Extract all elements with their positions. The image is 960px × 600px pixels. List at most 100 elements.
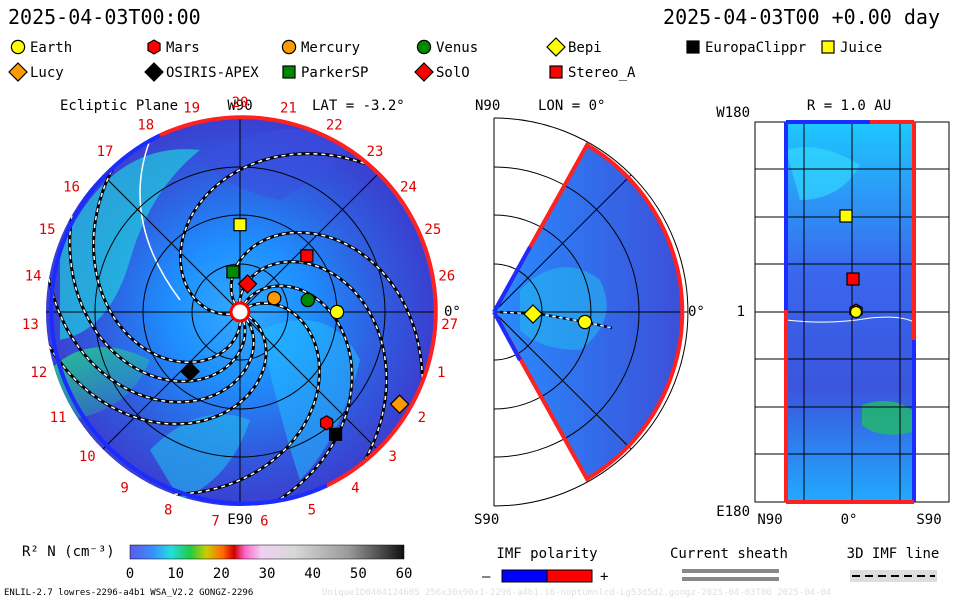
meridional-marker-bepi xyxy=(523,304,543,324)
carrington-tick-1: 1 xyxy=(437,365,445,381)
colorbar-tick-60: 60 xyxy=(396,566,413,582)
colorbar-ticks: 0 10 20 30 40 50 60 xyxy=(126,566,413,582)
ecliptic-bottom-label: E90 xyxy=(227,512,252,528)
carrington-tick-23: 23 xyxy=(367,144,384,160)
legend-marker-mars xyxy=(147,39,161,55)
imf-polarity-pos-swatch xyxy=(546,569,593,583)
carrington-tick-18: 18 xyxy=(137,117,154,133)
carrington-tick-17: 17 xyxy=(97,144,114,160)
legend-label-venus: Venus xyxy=(436,40,478,56)
legend-marker-mercury xyxy=(281,39,297,55)
legend-marker-osiris-apex xyxy=(144,62,164,82)
carrington-tick-4: 4 xyxy=(351,480,359,496)
imf-line-title: 3D IMF line xyxy=(847,546,940,562)
ecliptic-marker-osiris-apex xyxy=(180,361,200,382)
legend-label-bepi: Bepi xyxy=(568,40,602,56)
legend-marker-earth xyxy=(10,39,26,55)
colorbar-tick-0: 0 xyxy=(126,566,134,582)
ecliptic-spacecraft-markers xyxy=(180,218,410,441)
carrington-tick-12: 12 xyxy=(30,365,47,381)
imf-polarity-neg-swatch xyxy=(501,569,548,583)
sun-marker xyxy=(229,301,251,323)
r-panel-bottom-s: S90 xyxy=(916,512,941,528)
carrington-tick-21: 21 xyxy=(280,101,297,117)
imf-spiral-6-light xyxy=(48,278,255,403)
colorbar-tick-50: 50 xyxy=(350,566,367,582)
carrington-tick-22: 22 xyxy=(326,117,343,133)
footer-left: ENLIL-2.7 lowres-2296-a4b1 WSA_V2.2 GONG… xyxy=(4,588,253,598)
legend-marker-lucy xyxy=(8,62,28,82)
meridional-boundary-pos-top xyxy=(492,142,685,482)
carrington-tick-5: 5 xyxy=(308,502,316,518)
ecliptic-marker-mercury xyxy=(266,290,282,306)
colorbar-tick-30: 30 xyxy=(259,566,276,582)
ecliptic-marker-parkersp xyxy=(226,265,240,279)
colorbar-tick-10: 10 xyxy=(167,566,184,582)
ecliptic-marker-venus xyxy=(300,292,316,308)
ecliptic-marker-mars xyxy=(319,415,334,431)
ecliptic-marker-earth xyxy=(329,304,345,320)
imf-spiral-4-light xyxy=(179,152,365,315)
footer-right: UniqueID0404124605 256x30x90x1-2296-a4b1… xyxy=(322,588,831,598)
carrington-tick-15: 15 xyxy=(39,222,56,238)
r-panel: R = 1.0 AU W180 1 E180 N90 0° S90 xyxy=(716,98,950,528)
meridional-spacecraft-markers xyxy=(523,304,593,330)
legend-marker-solo xyxy=(414,62,434,82)
ecliptic-marker-lucy xyxy=(389,394,410,414)
imf-spiral-1-light xyxy=(244,285,353,504)
r-panel-marker-stereo-a xyxy=(846,272,860,286)
ecliptic-boundary-pos xyxy=(159,115,438,488)
imf-spiral-8-light xyxy=(92,163,242,364)
current-sheath-legend: Current sheath xyxy=(670,546,788,581)
carrington-tick-11: 11 xyxy=(50,410,67,426)
carrington-tick-19: 19 xyxy=(183,101,200,117)
ecliptic-title: Ecliptic Plane xyxy=(60,98,178,114)
ecliptic-marker-stereo-a xyxy=(300,249,314,263)
colorbar-label: R² N (cm⁻³) xyxy=(22,544,115,560)
r-panel-spacecraft-markers xyxy=(839,209,863,319)
meridional-boundary-neg xyxy=(492,246,532,313)
r-panel-bottom-left: E180 xyxy=(716,504,750,520)
colorbar-tick-20: 20 xyxy=(213,566,230,582)
legend-marker-stereo-a xyxy=(549,65,563,79)
legend-marker-juice xyxy=(821,40,835,54)
carrington-tick-2: 2 xyxy=(418,410,426,426)
meridional-imf-line-white xyxy=(499,311,613,329)
meridional-panel: N90 LON = 0° S90 0° xyxy=(474,98,705,528)
carrington-tick-16: 16 xyxy=(63,180,80,196)
imf-spiral-2-light xyxy=(238,260,388,461)
carrington-tick-26: 26 xyxy=(438,269,455,285)
carrington-tick-6: 6 xyxy=(260,514,268,530)
carrington-tick-3: 3 xyxy=(389,449,397,465)
meridional-bottom-label: S90 xyxy=(474,512,499,528)
legend-label-europaclippr: EuropaClippr xyxy=(705,40,806,56)
r-panel-bottom-n: N90 xyxy=(757,512,782,528)
legend-marker-venus xyxy=(416,39,432,55)
legend-label-mars: Mars xyxy=(166,40,200,56)
legend-label-lucy: Lucy xyxy=(30,65,64,81)
r-panel-marker-earth xyxy=(849,305,863,319)
legend-label-solo: SolO xyxy=(436,65,470,81)
imf-polarity-plus: + xyxy=(600,569,608,585)
legend-marker-bepi xyxy=(546,37,566,57)
meridional-right-label: 0° xyxy=(688,304,705,320)
legend-marker-parkersp xyxy=(282,65,296,79)
meridional-marker-earth xyxy=(577,314,593,330)
imf-polarity-legend: IMF polarity – + xyxy=(482,546,608,585)
carrington-tick-27: 27 xyxy=(441,317,458,333)
ecliptic-right-label: 0° xyxy=(444,304,461,320)
imf-spiral-7-light xyxy=(69,214,246,383)
colorbar-tick-40: 40 xyxy=(304,566,321,582)
ecliptic-marker-juice xyxy=(233,218,247,232)
ecliptic-boundary-neg xyxy=(49,133,328,506)
meridional-lon-label: LON = 0° xyxy=(538,98,605,114)
r-panel-top-left: W180 xyxy=(716,105,750,121)
carrington-tick-9: 9 xyxy=(120,480,128,496)
imf-polarity-title: IMF polarity xyxy=(496,546,597,562)
carrington-tick-13: 13 xyxy=(22,317,39,333)
meridional-grid xyxy=(493,117,689,507)
r-panel-feature-white xyxy=(785,316,915,323)
meridional-imf-line xyxy=(499,310,613,330)
colorbar-gradient xyxy=(129,544,405,560)
